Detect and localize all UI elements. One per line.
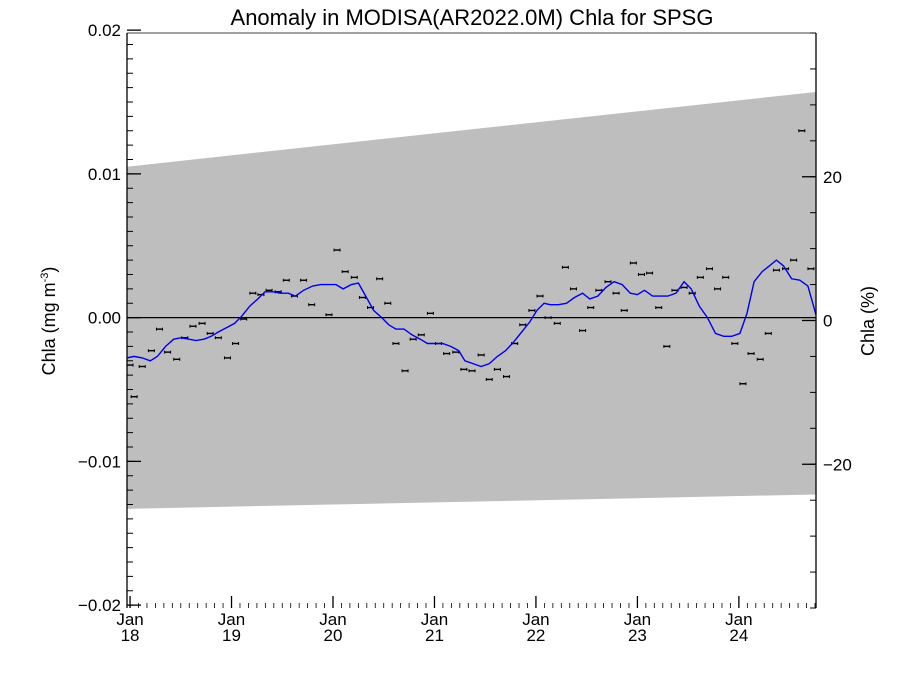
data-point xyxy=(569,287,577,291)
y-axis-label-left-main: Chla (mg m xyxy=(39,282,59,375)
data-point xyxy=(325,313,333,317)
data-point xyxy=(155,327,163,331)
data-point xyxy=(798,129,806,133)
data-point xyxy=(477,353,485,357)
axes: 0.020.010.00−0.01−0.02200−20Jan18Jan19Ja… xyxy=(78,21,852,645)
y-tick-label-left: −0.02 xyxy=(78,596,121,615)
data-point xyxy=(164,350,172,354)
data-point xyxy=(376,277,384,281)
data-point xyxy=(138,365,146,368)
data-point xyxy=(587,306,595,310)
data-point xyxy=(790,258,798,262)
data-point xyxy=(147,349,155,353)
data-point xyxy=(173,357,181,361)
data-point xyxy=(282,278,290,282)
data-point xyxy=(604,280,612,284)
y-tick-label-left: 0.02 xyxy=(88,21,121,40)
data-point xyxy=(130,395,138,399)
data-point xyxy=(688,291,696,295)
x-tick-label-month: Jan xyxy=(421,610,448,629)
x-tick-label-year: 18 xyxy=(121,626,140,645)
data-point xyxy=(772,268,780,272)
uncertainty-band xyxy=(127,91,816,509)
data-point xyxy=(249,291,257,295)
data-point xyxy=(722,275,730,279)
x-tick-label-year: 19 xyxy=(222,626,241,645)
x-tick-label-year: 22 xyxy=(526,626,545,645)
data-point xyxy=(485,377,493,381)
y-tick-label-right: −20 xyxy=(823,455,852,474)
data-point xyxy=(705,267,713,271)
data-point xyxy=(519,323,527,327)
data-point xyxy=(739,382,747,386)
data-point xyxy=(189,324,197,328)
data-point xyxy=(401,369,409,373)
running-mean-line xyxy=(127,259,816,368)
data-point xyxy=(579,329,587,333)
x-tick-label-month: Jan xyxy=(218,610,245,629)
data-point xyxy=(764,331,772,335)
x-tick-label-month: Jan xyxy=(319,610,346,629)
data-point xyxy=(493,367,501,371)
data-point xyxy=(503,375,511,379)
data-point xyxy=(392,342,400,345)
data-point xyxy=(612,291,620,295)
data-point xyxy=(747,352,755,356)
data-point xyxy=(214,336,222,340)
x-tick-label-year: 21 xyxy=(425,626,444,645)
x-tick-label-month: Jan xyxy=(116,610,143,629)
data-point xyxy=(714,287,722,291)
x-tick-label-year: 20 xyxy=(324,626,343,645)
data-point xyxy=(629,261,637,265)
data-point xyxy=(409,337,417,341)
data-point xyxy=(468,369,476,373)
data-point xyxy=(223,356,231,360)
data-point xyxy=(300,278,308,282)
data-point xyxy=(663,344,671,348)
data-point xyxy=(443,352,451,356)
data-point xyxy=(696,275,704,279)
y-tick-label-right: 0 xyxy=(823,312,832,331)
data-point xyxy=(561,265,569,269)
y-axis-label-right: Chla (%) xyxy=(858,286,878,356)
y-axis-label-left-close: ) xyxy=(39,267,59,273)
y-tick-label-left: 0.01 xyxy=(88,165,121,184)
data-point xyxy=(308,303,316,307)
x-tick-label-month: Jan xyxy=(725,610,752,629)
data-point xyxy=(620,308,628,312)
data-point xyxy=(655,306,663,310)
data-point xyxy=(426,311,434,315)
y-tick-label-right: 20 xyxy=(823,168,842,187)
data-point xyxy=(341,270,349,274)
data-point xyxy=(333,248,341,252)
data-point xyxy=(460,367,468,371)
data-point xyxy=(528,308,536,312)
data-point xyxy=(637,273,645,276)
y-axis-label-left: Chla (mg m-3) xyxy=(39,267,59,376)
data-point xyxy=(807,267,815,271)
data-point xyxy=(756,357,764,361)
data-point xyxy=(198,321,206,325)
y-axis-label-left-sup: -3 xyxy=(39,273,51,283)
data-point xyxy=(417,333,425,337)
data-point xyxy=(544,316,552,320)
x-tick-label-year: 23 xyxy=(628,626,647,645)
plot-clip-group xyxy=(127,91,816,509)
y-tick-label-left: 0.00 xyxy=(88,309,121,328)
x-tick-label-month: Jan xyxy=(624,610,651,629)
data-point xyxy=(232,342,240,345)
data-point xyxy=(350,275,358,279)
x-tick-label-month: Jan xyxy=(522,610,549,629)
plot-area xyxy=(127,91,816,509)
data-point xyxy=(646,271,654,275)
x-tick-label-year: 24 xyxy=(729,626,748,645)
data-point xyxy=(384,301,392,305)
data-point xyxy=(536,294,544,298)
y-tick-label-left: −0.01 xyxy=(78,452,121,471)
data-point xyxy=(731,342,739,345)
chart-title: Anomaly in MODISA(AR2022.0M) Chla for SP… xyxy=(231,5,714,30)
data-point xyxy=(553,321,561,325)
